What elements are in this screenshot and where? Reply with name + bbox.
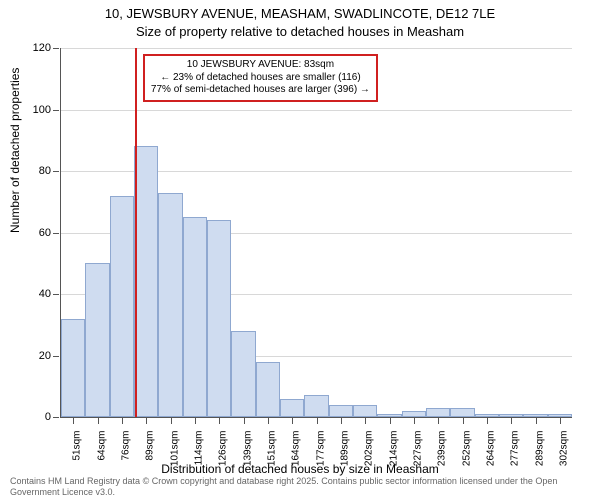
annotation-line2: ← 23% of detached houses are smaller (11… (151, 72, 370, 85)
x-tick-label: 89sqm (145, 431, 156, 461)
y-tick-label: 120 (33, 42, 51, 54)
y-tick (53, 110, 59, 111)
x-tick-label: 139sqm (242, 431, 253, 467)
y-tick-label: 40 (39, 288, 51, 300)
chart-title-main: 10, JEWSBURY AVENUE, MEASHAM, SWADLINCOT… (0, 6, 600, 21)
x-tick (195, 418, 196, 424)
histogram-bar (377, 414, 401, 417)
plot-area: 02040608010012051sqm64sqm76sqm89sqm101sq… (60, 48, 572, 418)
x-tick (268, 418, 269, 424)
x-tick-label: 76sqm (120, 431, 131, 461)
y-tick (53, 233, 59, 234)
x-tick-label: 101sqm (169, 431, 180, 467)
x-axis-label: Distribution of detached houses by size … (0, 462, 600, 476)
y-axis-label: Number of detached properties (8, 68, 22, 233)
marker-line (135, 48, 137, 417)
histogram-bar (475, 414, 499, 417)
x-tick-label: 177sqm (315, 431, 326, 467)
x-tick (292, 418, 293, 424)
x-tick-label: 64sqm (96, 431, 107, 461)
histogram-bar (134, 146, 158, 417)
histogram-bar (304, 395, 328, 417)
y-tick (53, 171, 59, 172)
y-tick-label: 80 (39, 165, 51, 177)
histogram-bar (207, 220, 231, 417)
histogram-bar (402, 411, 426, 417)
x-tick (536, 418, 537, 424)
x-tick (317, 418, 318, 424)
histogram-bar (499, 414, 523, 417)
x-tick-label: 114sqm (193, 431, 204, 466)
histogram-bar (353, 405, 377, 417)
histogram-bar (548, 414, 572, 417)
x-tick (438, 418, 439, 424)
histogram-bar (280, 399, 304, 417)
x-tick (390, 418, 391, 424)
y-tick-label: 20 (39, 350, 51, 362)
x-tick-label: 227sqm (412, 431, 423, 467)
x-tick (171, 418, 172, 424)
x-tick (560, 418, 561, 424)
annotation-line3: 77% of semi-detached houses are larger (… (151, 84, 370, 97)
y-tick (53, 417, 59, 418)
annotation-callout: 10 JEWSBURY AVENUE: 83sqm ← 23% of detac… (143, 54, 378, 102)
histogram-bar (158, 193, 182, 417)
y-tick-label: 100 (33, 104, 51, 116)
y-tick (53, 356, 59, 357)
x-tick (463, 418, 464, 424)
x-tick (414, 418, 415, 424)
x-tick (341, 418, 342, 424)
y-tick (53, 48, 59, 49)
chart-title-sub: Size of property relative to detached ho… (0, 24, 600, 39)
x-tick-label: 126sqm (218, 431, 229, 467)
x-tick (122, 418, 123, 424)
histogram-bar (61, 319, 85, 417)
x-tick (219, 418, 220, 424)
x-tick-label: 202sqm (364, 431, 375, 467)
x-tick-label: 289sqm (534, 431, 545, 467)
gridline (61, 48, 572, 49)
x-tick-label: 189sqm (339, 431, 350, 467)
x-tick (73, 418, 74, 424)
x-tick-label: 302sqm (558, 431, 569, 467)
y-tick-label: 0 (45, 411, 51, 423)
histogram-bar (523, 414, 547, 417)
x-tick-label: 239sqm (437, 431, 448, 467)
histogram-bar (426, 408, 450, 417)
x-tick (98, 418, 99, 424)
y-tick-label: 60 (39, 227, 51, 239)
x-tick (146, 418, 147, 424)
property-size-histogram: 10, JEWSBURY AVENUE, MEASHAM, SWADLINCOT… (0, 0, 600, 500)
x-tick-label: 252sqm (461, 431, 472, 467)
histogram-bar (183, 217, 207, 417)
x-tick-label: 164sqm (291, 431, 302, 467)
histogram-bar (450, 408, 474, 417)
histogram-bar (231, 331, 255, 417)
x-tick-label: 264sqm (485, 431, 496, 467)
gridline (61, 110, 572, 111)
x-tick (244, 418, 245, 424)
histogram-bar (110, 196, 134, 417)
x-tick-label: 214sqm (388, 431, 399, 467)
y-tick (53, 294, 59, 295)
histogram-bar (85, 263, 109, 417)
x-tick (511, 418, 512, 424)
x-tick-label: 151sqm (266, 431, 277, 467)
x-tick (365, 418, 366, 424)
x-tick-label: 51sqm (72, 431, 83, 461)
histogram-bar (329, 405, 353, 417)
histogram-bar (256, 362, 280, 417)
x-tick (487, 418, 488, 424)
x-tick-label: 277sqm (510, 431, 521, 467)
annotation-line1: 10 JEWSBURY AVENUE: 83sqm (151, 59, 370, 72)
attribution-text: Contains HM Land Registry data © Crown c… (10, 476, 590, 498)
